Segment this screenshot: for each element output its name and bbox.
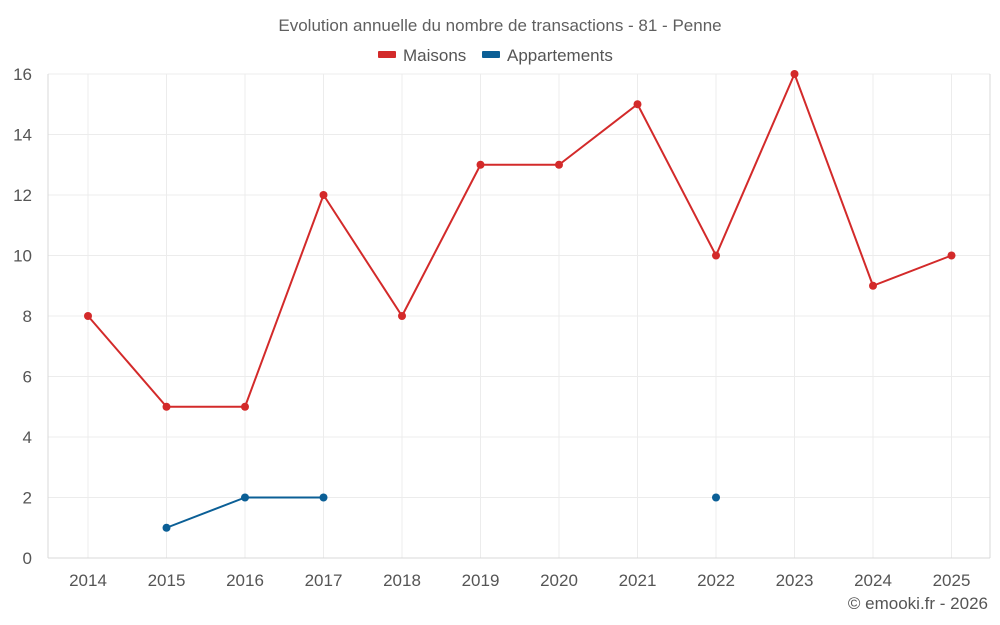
data-point-maisons[interactable] [790, 70, 799, 78]
point-layer [84, 70, 956, 532]
x-tick-label: 2019 [462, 571, 500, 590]
x-tick-label: 2016 [226, 571, 264, 590]
data-point-appartements[interactable] [319, 493, 328, 502]
data-point-maisons[interactable] [633, 100, 642, 109]
x-tick-label: 2020 [540, 571, 578, 590]
x-tick-label: 2014 [69, 571, 107, 590]
y-tick-label: 6 [23, 368, 32, 387]
series-line-maisons [87, 73, 953, 408]
data-point-maisons[interactable] [947, 251, 956, 260]
x-tick-label: 2015 [148, 571, 186, 590]
chart-title: Evolution annuelle du nombre de transact… [278, 16, 721, 35]
x-tick-label: 2023 [776, 571, 814, 590]
y-tick-label: 8 [23, 307, 32, 326]
data-point-maisons[interactable] [476, 160, 485, 169]
legend-item-appartements[interactable]: Appartements [482, 46, 613, 65]
legend-label-maisons: Maisons [403, 46, 466, 65]
data-point-appartements[interactable] [162, 523, 171, 532]
chart-legend: Maisons Appartements [378, 46, 613, 65]
y-tick-label: 2 [23, 489, 32, 508]
x-tick-label: 2025 [933, 571, 971, 590]
data-point-appartements[interactable] [241, 493, 249, 502]
y-tick-label: 14 [13, 126, 32, 145]
grid-layer [48, 73, 990, 558]
legend-swatch-appartements [482, 51, 500, 58]
y-tick-label: 0 [23, 549, 32, 568]
data-point-maisons[interactable] [398, 312, 406, 320]
legend-label-appartements: Appartements [507, 46, 613, 65]
data-point-appartements[interactable] [712, 493, 720, 502]
legend-swatch-maisons [378, 51, 396, 58]
series-layer [87, 73, 953, 529]
x-tick-label: 2021 [619, 571, 657, 590]
y-tick-label: 4 [23, 428, 32, 447]
data-point-maisons[interactable] [162, 402, 171, 411]
data-point-maisons[interactable] [319, 191, 328, 199]
x-tick-label: 2022 [697, 571, 735, 590]
chart-credit: © emooki.fr - 2026 [848, 594, 988, 613]
y-tick-label: 16 [13, 65, 32, 84]
data-point-maisons[interactable] [712, 251, 720, 260]
data-point-maisons[interactable] [869, 281, 877, 290]
x-tick-label: 2017 [305, 571, 343, 590]
tick-layer: 0 2 4 6 8 10 12 14 16 2014 2015 2016 2017 2018 2019 202… [13, 65, 970, 590]
x-tick-label: 2018 [383, 571, 421, 590]
data-point-maisons[interactable] [241, 402, 249, 411]
y-tick-label: 12 [13, 186, 32, 205]
data-point-maisons[interactable] [555, 160, 563, 169]
legend-item-maisons[interactable]: Maisons [378, 46, 466, 65]
axis-layer [47, 74, 991, 559]
data-point-maisons[interactable] [84, 312, 92, 320]
y-tick-label: 10 [13, 247, 32, 266]
x-tick-label: 2024 [854, 571, 892, 590]
